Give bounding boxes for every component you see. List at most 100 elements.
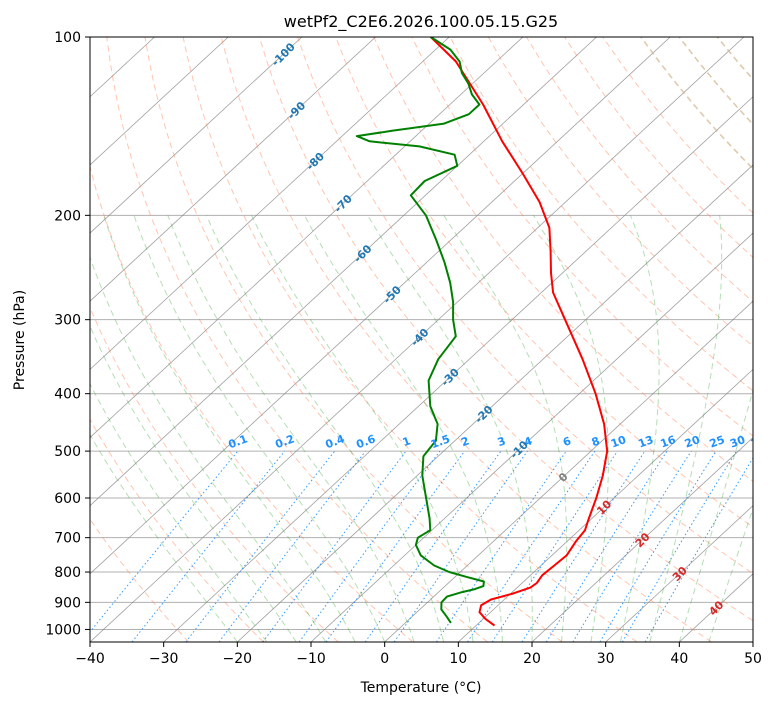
mixing-ratio-line xyxy=(572,450,692,642)
mixing-ratio-line xyxy=(218,450,366,642)
dry-adiabat-line xyxy=(678,37,753,126)
dewpoint-line xyxy=(355,37,485,624)
dry-adiabat-line xyxy=(449,37,753,392)
y-tick-label: 700 xyxy=(54,531,81,547)
moist-adiabat-line xyxy=(532,215,609,642)
x-tick-label: 20 xyxy=(523,651,541,667)
dry-adiabat-line xyxy=(640,37,753,170)
mixing-ratio-label: 8 xyxy=(590,434,602,449)
isotherm-line xyxy=(752,641,753,642)
x-tick-label: 50 xyxy=(744,651,762,667)
mixing-ratio-label: 10 xyxy=(609,433,628,451)
x-tick-label: −40 xyxy=(75,651,105,667)
dry-adiabat-line xyxy=(487,37,753,347)
dry-adiabat-line xyxy=(716,37,753,81)
plot-area xyxy=(90,37,753,642)
mixing-ratio-line xyxy=(298,450,441,642)
isotherm-line xyxy=(90,37,376,302)
x-tick-label: 30 xyxy=(597,651,615,667)
mixing-ratio-label: 6 xyxy=(561,434,573,449)
axes: −40 −30 −20 −10 0 10 20 30 40 5010020030040050060… xyxy=(45,30,762,667)
mixing-ratio-line xyxy=(262,450,407,642)
moist-adiabat-line xyxy=(90,325,297,642)
y-tick-label: 500 xyxy=(54,444,81,460)
mixing-ratio-line xyxy=(185,450,336,642)
isopleth-labels: 0.1 0.2 0.4 0.6 1 1.5 2 3 4 6 8 10 13 16 20 25 30 36-100-… xyxy=(227,40,768,618)
moist-adiabat-line xyxy=(304,215,503,642)
isotherm-line xyxy=(679,573,753,642)
isotherm-line xyxy=(90,37,229,166)
moist-adiabat-line xyxy=(206,215,445,642)
y-tick-label: 200 xyxy=(54,208,81,224)
mixing-ratio-line xyxy=(467,450,596,642)
moist-adiabat-line xyxy=(90,255,327,642)
dry-adiabat-line xyxy=(526,37,753,303)
x-tick-label: −30 xyxy=(149,651,179,667)
isotherm-line xyxy=(310,232,753,642)
dry-adiabat-line xyxy=(90,418,264,642)
mixing-ratio-label: 0.4 xyxy=(324,432,347,451)
mixing-ratio-line xyxy=(599,450,717,642)
y-tick-label: 900 xyxy=(54,595,81,611)
dry-adiabat-line xyxy=(90,518,190,642)
dry-adiabat-line xyxy=(564,37,753,259)
isotherm-line xyxy=(458,368,753,642)
dry-adiabat-line xyxy=(602,37,753,214)
x-tick-label: −10 xyxy=(296,651,326,667)
y-tick-label: 100 xyxy=(54,30,81,46)
y-tick-label: 600 xyxy=(54,491,81,507)
y-tick-label: 400 xyxy=(54,387,81,403)
mixing-ratio-label: 16 xyxy=(659,433,678,451)
profile-lines xyxy=(355,37,609,627)
mixing-ratio-line xyxy=(435,450,567,642)
x-axis-label: Temperature (°C) xyxy=(360,680,482,696)
dry-adiabat-line xyxy=(220,37,712,642)
mixing-ratio-line xyxy=(131,450,286,642)
y-tick-label: 800 xyxy=(54,565,81,581)
dry-adiabat-line xyxy=(411,37,753,437)
isotherm-line xyxy=(163,96,753,642)
x-tick-label: −20 xyxy=(223,651,253,667)
isotherm-line xyxy=(90,37,671,575)
moist-adiabat-line xyxy=(103,215,356,642)
chart-title: wetPf2_C2E6.2026.100.05.15.G25 xyxy=(284,12,558,32)
mixing-ratio-line xyxy=(325,450,466,642)
dry-adiabat-line xyxy=(90,164,414,642)
temperature-line xyxy=(430,37,609,627)
mixing-ratio-line xyxy=(393,450,528,642)
moist-adiabat-line xyxy=(678,388,753,642)
isotherm-line xyxy=(90,37,597,507)
mixing-ratio-label: 4 xyxy=(522,434,534,449)
mixing-ratio-label: 0.6 xyxy=(354,432,377,451)
dry-adiabat-line xyxy=(258,37,753,622)
moist-adiabat-line xyxy=(167,215,415,642)
mixing-ratio-label: 30 xyxy=(728,433,747,451)
mixing-ratio-label: 20 xyxy=(683,433,702,451)
mixing-ratio-line xyxy=(521,450,646,642)
dry-adiabat-line xyxy=(106,37,488,642)
moist-adiabat-line xyxy=(251,215,474,642)
x-tick-label: 0 xyxy=(380,651,389,667)
moist-adiabat-line xyxy=(367,215,533,642)
mixing-ratio-label: 2 xyxy=(459,434,471,449)
mixing-ratio-line xyxy=(364,450,502,642)
isotherm-line xyxy=(90,37,524,439)
isotherm-line xyxy=(605,505,753,642)
mixing-ratio-label: 3 xyxy=(496,434,508,449)
moist-adiabat-line xyxy=(649,215,723,642)
isotherm-line xyxy=(531,436,753,642)
y-tick-label: 1000 xyxy=(45,622,81,638)
plot-frame xyxy=(89,36,754,643)
mixing-ratio-line xyxy=(491,450,619,642)
x-tick-label: 10 xyxy=(449,651,467,667)
mixing-ratio-label: 13 xyxy=(636,433,655,450)
mixing-ratio-line xyxy=(90,450,239,633)
isotherm-line xyxy=(90,37,303,234)
mixing-ratio-label: 36 xyxy=(749,433,768,451)
mixing-ratio-label: 25 xyxy=(708,433,727,450)
isotherm-line xyxy=(90,37,450,370)
dry-adiabat-line xyxy=(182,37,638,642)
mixing-ratio-label: 1 xyxy=(401,434,413,449)
dry-adiabat-line xyxy=(144,37,563,642)
